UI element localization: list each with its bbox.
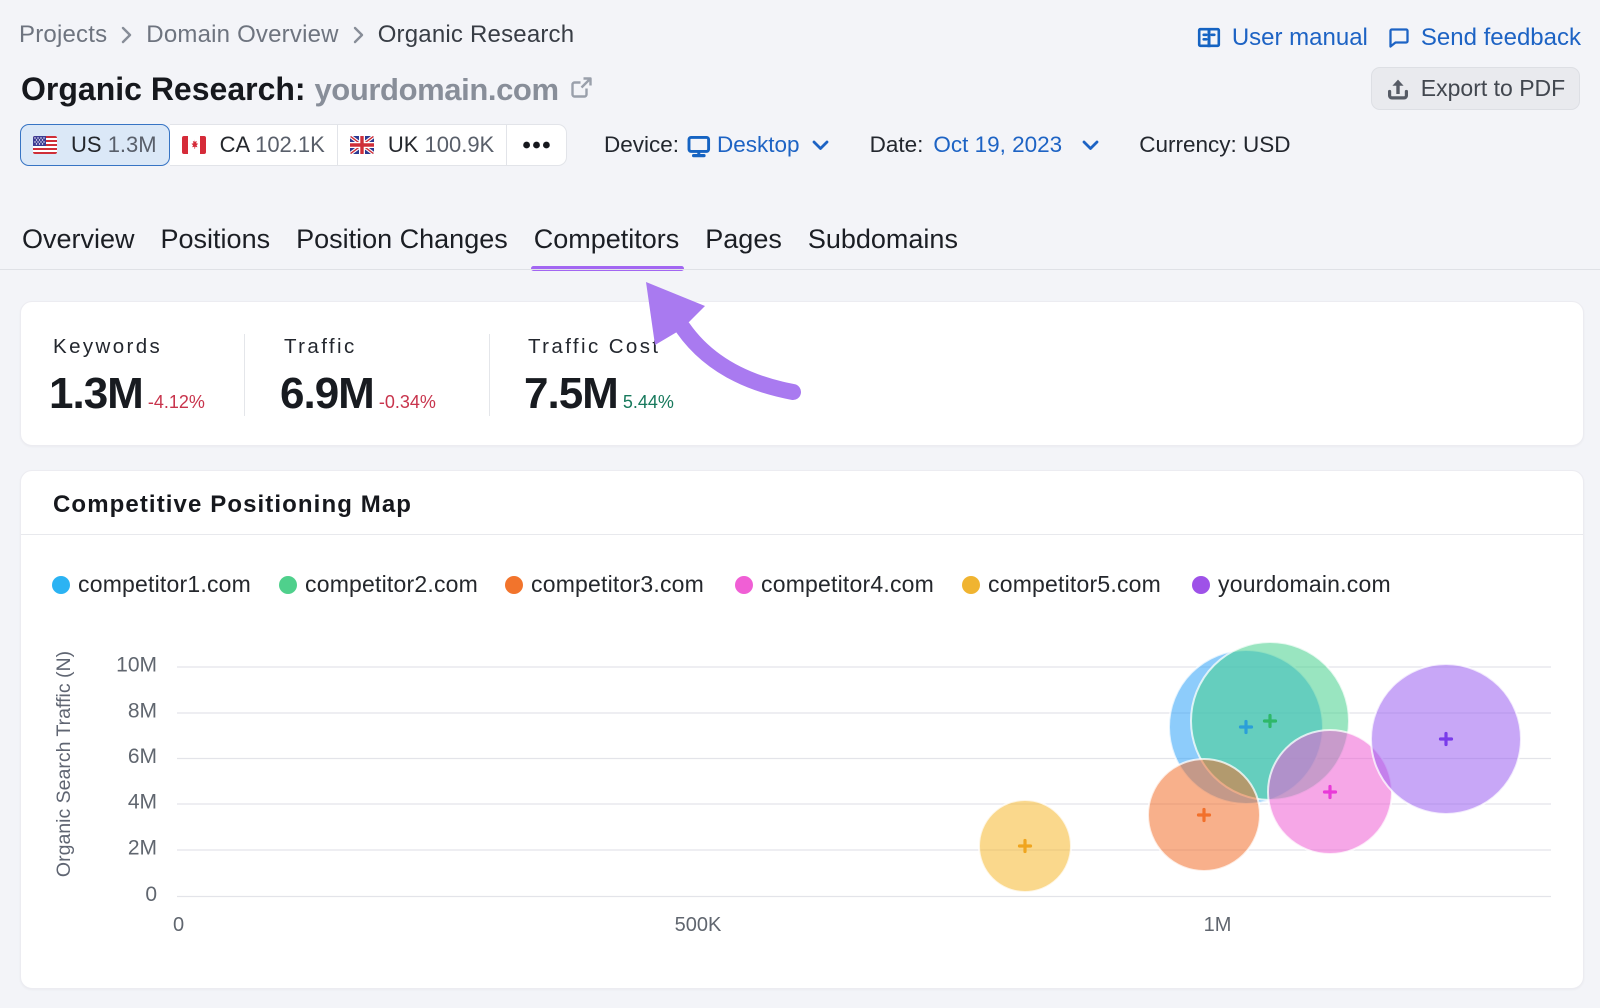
- svg-text:1M: 1M: [1204, 914, 1232, 936]
- svg-text:6M: 6M: [128, 745, 157, 768]
- svg-text:Organic Search Traffic (N): Organic Search Traffic (N): [53, 651, 75, 877]
- svg-text:500K: 500K: [675, 914, 722, 936]
- svg-text:10M: 10M: [116, 654, 157, 677]
- svg-text:4M: 4M: [128, 791, 157, 814]
- svg-text:8M: 8M: [128, 700, 157, 723]
- svg-text:0: 0: [173, 914, 184, 936]
- svg-text:0: 0: [145, 883, 157, 906]
- svg-text:2M: 2M: [128, 837, 157, 860]
